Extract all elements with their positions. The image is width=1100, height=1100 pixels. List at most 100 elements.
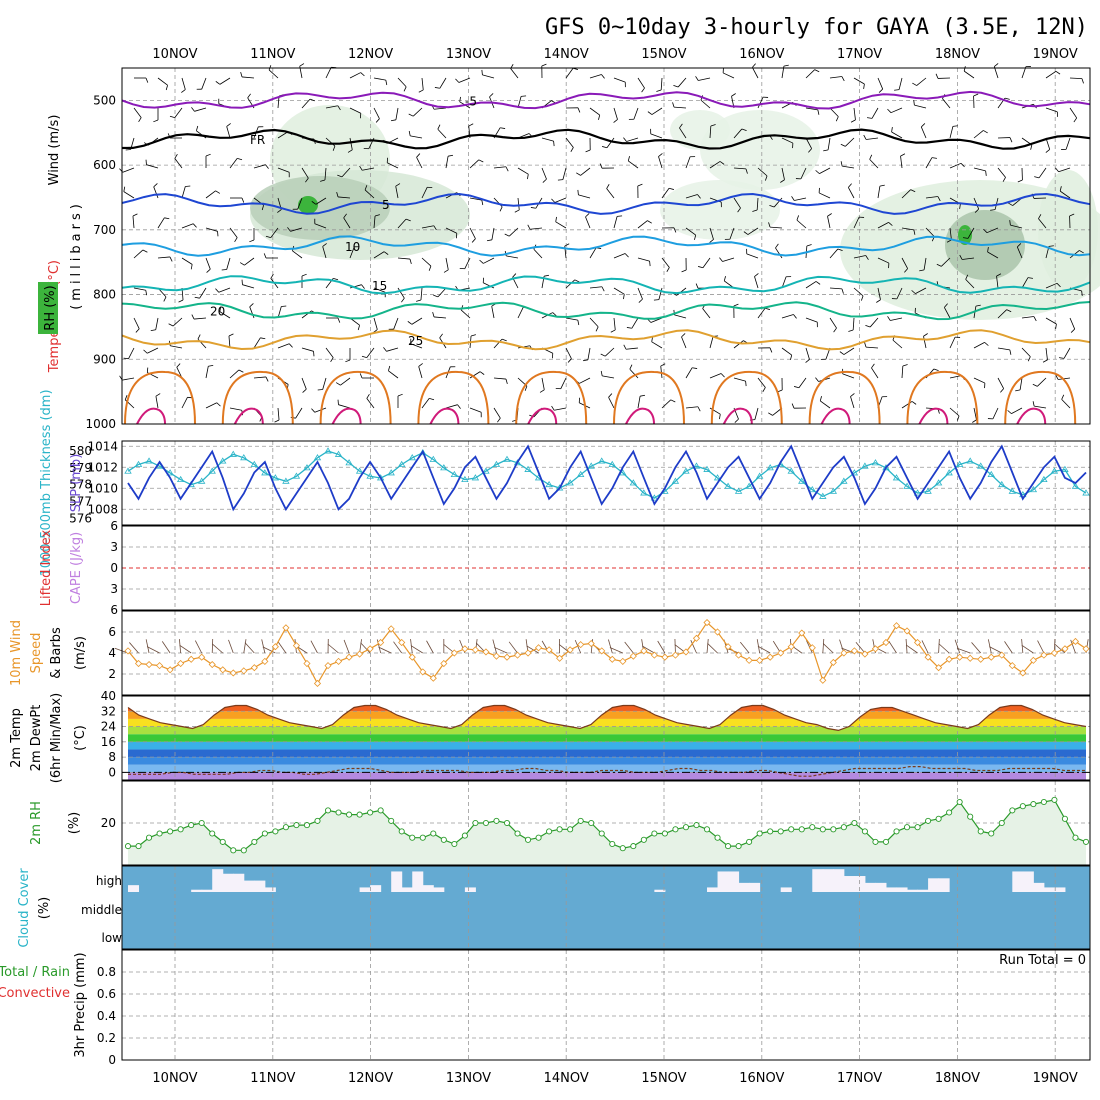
wind-barb (996, 276, 999, 289)
wind-barb-flag (815, 281, 821, 285)
wind-barb (587, 347, 591, 360)
wind-barb (343, 217, 351, 229)
cloud-bar (370, 885, 382, 892)
rh2m-point (903, 824, 911, 831)
wind-barb-flag (234, 237, 238, 243)
wind10-point (398, 638, 406, 647)
wind-barb-flag (912, 82, 917, 86)
wind-barb (681, 336, 687, 349)
rh2m-point (430, 830, 437, 837)
wind-barb (181, 223, 194, 229)
wind-barb (794, 197, 807, 201)
wind10-barb (194, 640, 203, 654)
rh2m-point (1082, 838, 1090, 845)
thickness-point (250, 460, 259, 467)
wind-barb (277, 407, 280, 420)
wind-barb-flag (837, 248, 843, 252)
wind-barb-flag (956, 415, 960, 421)
wind-barb (589, 247, 597, 259)
thickness-point (1050, 467, 1059, 474)
wind-barb-flag (320, 179, 326, 182)
wind-barb (395, 186, 399, 199)
wind-barb (421, 257, 432, 267)
wind10-barb (393, 641, 403, 654)
wind10-point (208, 660, 216, 669)
thickness-axis-title: 1000-500mb Thickness (dm) (39, 389, 54, 576)
wind-barb (798, 377, 807, 388)
wind-barb (133, 107, 142, 118)
thickness-point (734, 487, 743, 494)
wind10-barb (956, 647, 971, 654)
wind10-point (756, 656, 764, 664)
wind10-point (903, 627, 911, 635)
wind-barb-flag (814, 69, 820, 73)
wind10-barb (642, 645, 655, 654)
wind-barb (174, 158, 183, 169)
wind-barb-flag (302, 388, 307, 393)
wind-barb-flag (641, 87, 645, 93)
wind10-barb (757, 645, 771, 654)
wind-barb-flag (599, 163, 603, 169)
wind-barb (677, 77, 687, 88)
cloud-bar (191, 889, 203, 892)
wind-barb (773, 197, 783, 208)
rh2m-point (988, 830, 995, 837)
thickness-point (882, 464, 890, 471)
thickness-point (387, 469, 395, 476)
wind-barb-flag (974, 208, 979, 213)
wind-barb-flag (745, 168, 748, 174)
isotherm-loop (613, 370, 685, 425)
rh2m-point (409, 834, 416, 841)
wind-barb (292, 250, 303, 259)
isotherm-label: 15 (372, 279, 387, 293)
wind-barb (800, 167, 807, 180)
wind-barb-flag (1055, 374, 1059, 380)
wind10-grid (122, 611, 1090, 695)
wind-barb (877, 287, 881, 300)
wind-barb (685, 367, 693, 379)
wind-barb (685, 156, 691, 169)
rh2m-point (303, 822, 311, 829)
wind-barb-flag (135, 328, 140, 333)
thickness-point (471, 474, 480, 481)
thickness-point (376, 474, 385, 481)
wind-barb (469, 371, 481, 379)
wind-barb-flag (598, 114, 601, 120)
wind-barb-flag (552, 312, 557, 317)
wind-barb (181, 257, 193, 265)
wind-barb (698, 77, 711, 81)
wind10-barb (228, 639, 234, 654)
wind-barb-flag (815, 170, 820, 174)
wind-barb-flag (433, 294, 439, 298)
dewpt-axis-title: 2m DewPt (29, 705, 44, 772)
wind-barb (752, 67, 759, 79)
wind-barb (827, 216, 831, 229)
wind10-frame (121, 610, 1091, 696)
wind-barb (973, 130, 984, 139)
rh2m-point (124, 843, 132, 850)
wind10-barb (211, 643, 224, 654)
wind-barb-flag (866, 117, 873, 119)
pressure-tick-label: 800 (93, 288, 116, 302)
wind-barb (397, 218, 407, 229)
isotherms: -5 FR 5 10 15 20 25 (121, 90, 1091, 425)
wind-barb (941, 257, 951, 267)
rh2m-point (872, 838, 879, 845)
wind-barb (373, 251, 385, 259)
temp-band (128, 711, 1086, 719)
isotherm-loop (515, 370, 588, 425)
rh2m-point (567, 826, 574, 833)
wind-barb (219, 77, 231, 85)
barbs-axis-title: & Barbs (49, 627, 64, 679)
rh2m-point (1051, 796, 1058, 803)
wind-barb-flag (894, 89, 900, 91)
wind10-point (692, 634, 701, 642)
wind-barb-flag (337, 105, 341, 111)
wind-barb-flag (345, 359, 351, 363)
wind-barb (637, 287, 643, 300)
wind-barb-flag (577, 189, 579, 195)
wind-barb-flag (911, 290, 916, 294)
wind10-point (198, 653, 206, 661)
thickness-point (998, 480, 1006, 488)
wind10-point (713, 628, 722, 636)
